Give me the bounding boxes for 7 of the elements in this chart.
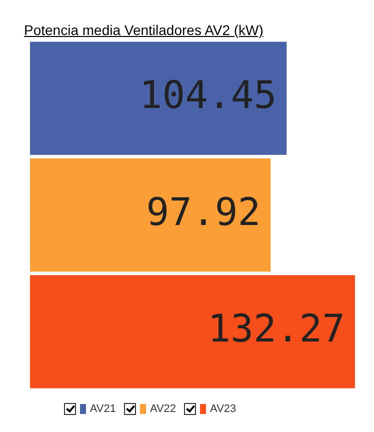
data-label: 132.27	[208, 306, 346, 351]
data-label: 97.92	[146, 190, 261, 234]
legend-label: AV22	[150, 403, 176, 415]
data-label: 104.45	[139, 73, 277, 118]
legend-label: AV21	[90, 403, 116, 415]
text: Potencia media Ventiladores AV2 (kW)	[24, 22, 264, 38]
legend-label: AV23	[210, 403, 236, 415]
